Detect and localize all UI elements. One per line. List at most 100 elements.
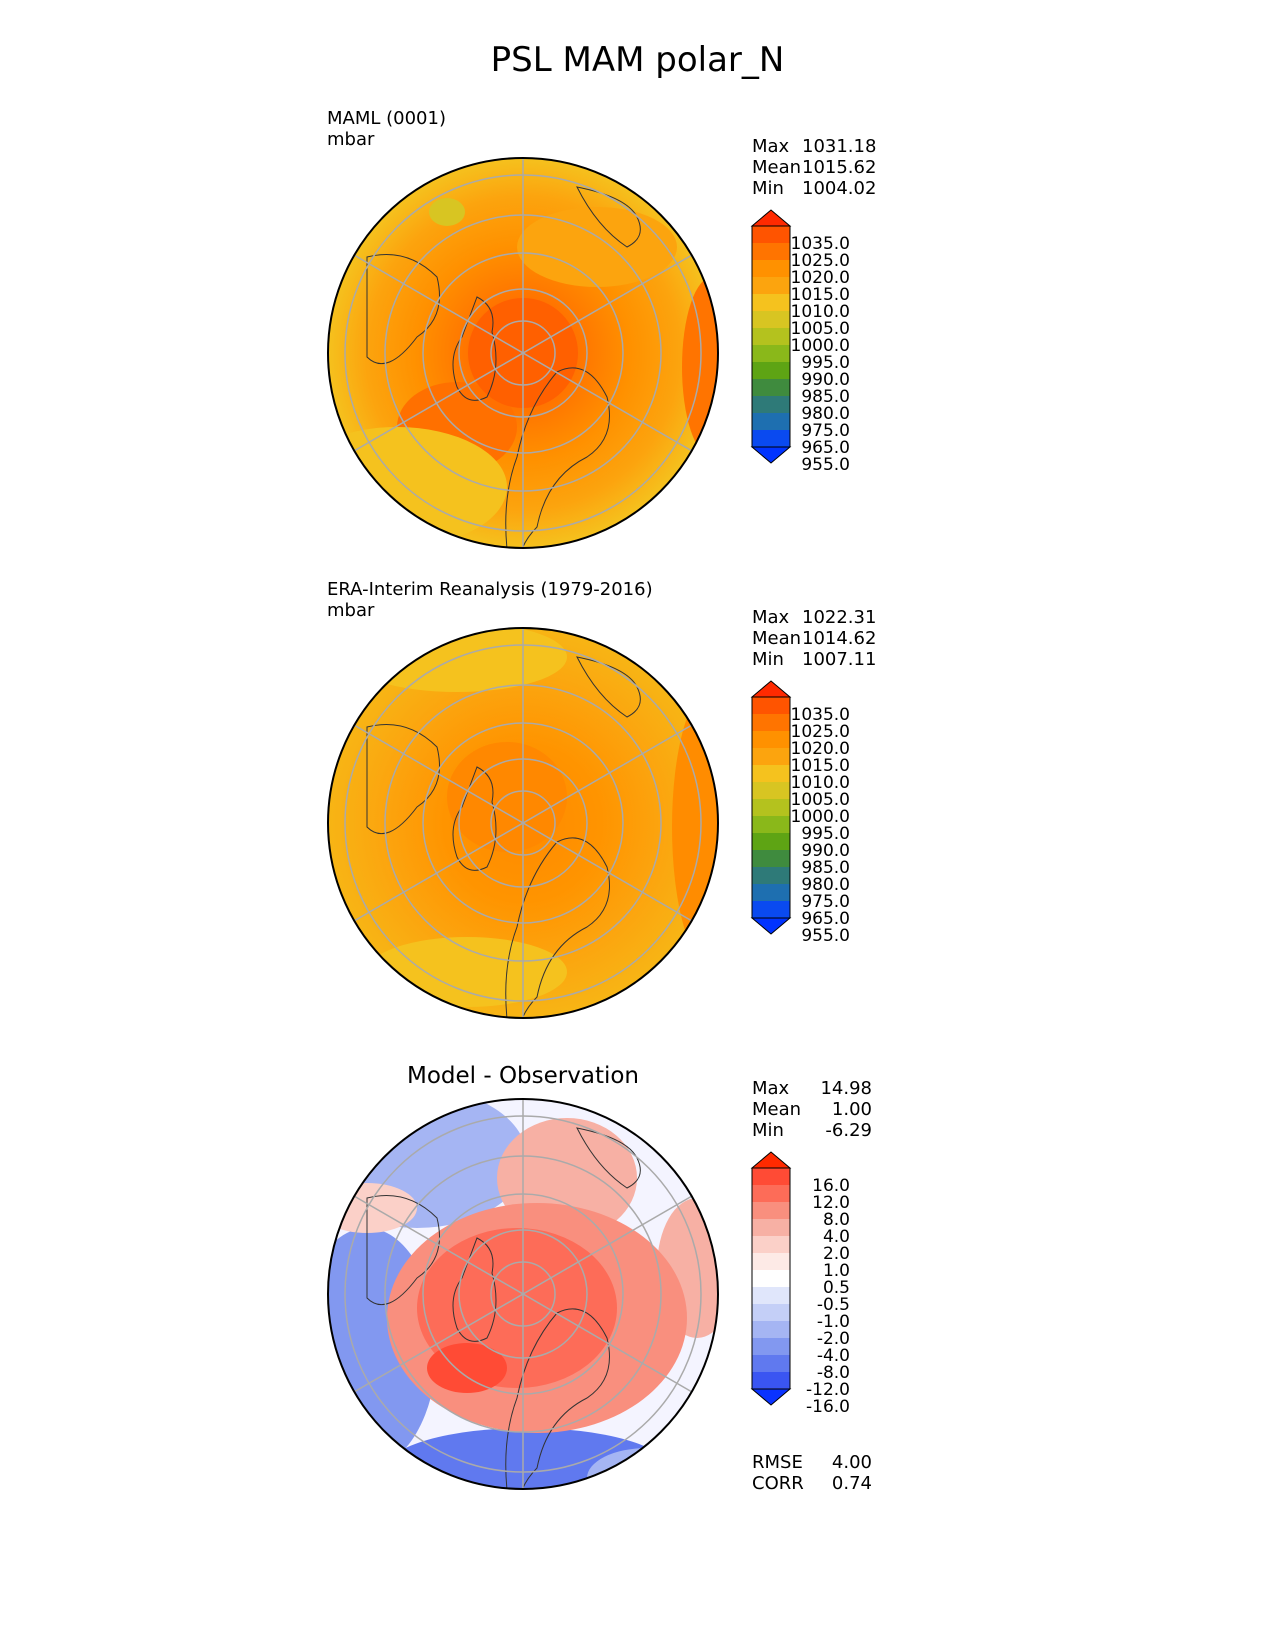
colorbar-bin	[752, 1372, 790, 1389]
colorbar-tick-label: 1035.0	[791, 705, 850, 725]
colorbar-tick-label: 955.0	[801, 455, 850, 475]
colorbar-tick-label: 1000.0	[791, 336, 850, 356]
colorbar-bin	[752, 345, 790, 362]
obs-panel-label: ERA-Interim Reanalysis (1979-2016) mbar	[327, 579, 653, 621]
obs-polar-map	[327, 627, 719, 1019]
diff-metrics: RMSE 4.00 CORR 0.74	[752, 1452, 872, 1494]
colorbar-bin	[752, 782, 790, 799]
colorbar-bin	[752, 277, 790, 294]
diff-map-border	[327, 1098, 719, 1490]
colorbar-tick-label: 975.0	[801, 421, 850, 441]
colorbar-bin	[752, 1219, 790, 1236]
colorbar-bin	[752, 1202, 790, 1219]
colorbar-bin	[752, 430, 790, 447]
colorbar-bin	[752, 1287, 790, 1304]
colorbar-tick-label: 4.0	[823, 1227, 850, 1247]
colorbar-bin	[752, 765, 790, 782]
colorbar-bin	[752, 833, 790, 850]
diff-graticule	[344, 1099, 702, 1489]
colorbar-bottom-extension	[750, 446, 792, 464]
model-units-label: mbar	[327, 129, 375, 150]
colorbar-tick-label: 1025.0	[791, 251, 850, 271]
colorbar-outline	[751, 696, 791, 919]
colorbar-bin	[752, 850, 790, 867]
model-low-band-region	[328, 427, 507, 547]
colorbar-top-extension	[750, 680, 792, 698]
colorbar-bin	[752, 1236, 790, 1253]
colorbar-tick-label: -1.0	[817, 1312, 850, 1332]
colorbar-tick-label: -8.0	[817, 1363, 850, 1383]
colorbar-tick-label: 8.0	[823, 1210, 850, 1230]
colorbar-bin	[752, 1321, 790, 1338]
obs-stat-max: Max 1022.31	[752, 607, 877, 628]
obs-colorbar: 1035.01025.01020.01015.01010.01005.01000…	[750, 680, 850, 946]
colorbar-tick-label: 955.0	[801, 926, 850, 946]
obs-stat-mean: Mean1014.62	[752, 628, 877, 649]
colorbar-tick-label: 985.0	[801, 858, 850, 878]
obs-map-border	[327, 627, 719, 1019]
colorbar-tick-label: 1035.0	[791, 234, 850, 254]
colorbar-tick-label: 1005.0	[791, 319, 850, 339]
diff-max-region	[427, 1343, 507, 1393]
colorbar-tick-label: 1010.0	[791, 302, 850, 322]
colorbar-tick-label: 1020.0	[791, 268, 850, 288]
diff-panel-title: Model - Observation	[406, 1063, 640, 1089]
colorbar-tick-label: -2.0	[817, 1329, 850, 1349]
colorbar-bin	[752, 362, 790, 379]
colorbar-bin	[752, 396, 790, 413]
colorbar-tick-label: 990.0	[801, 841, 850, 861]
colorbar-bin	[752, 311, 790, 328]
colorbar-tick-label: 995.0	[801, 353, 850, 373]
colorbar-tick-label: 980.0	[801, 404, 850, 424]
colorbar-tick-label: 1015.0	[791, 756, 850, 776]
colorbar-tick-label: 0.5	[823, 1278, 850, 1298]
colorbar-tick-label: 1020.0	[791, 739, 850, 759]
colorbar-bin	[752, 243, 790, 260]
colorbar-tick-label: 975.0	[801, 892, 850, 912]
colorbar-tick-label: 985.0	[801, 387, 850, 407]
diff-metric-corr: CORR 0.74	[752, 1473, 872, 1494]
colorbar-tick-label: 980.0	[801, 875, 850, 895]
diff-stat-mean: Mean 1.00	[752, 1099, 872, 1120]
obs-stats: Max 1022.31 Mean1014.62 Min 1007.11	[752, 607, 877, 670]
colorbar-outline	[751, 225, 791, 448]
colorbar-bin	[752, 748, 790, 765]
colorbar-bin	[752, 1304, 790, 1321]
colorbar-bin	[752, 714, 790, 731]
colorbar-bin	[752, 697, 790, 714]
colorbar-bin	[752, 1168, 790, 1185]
model-map-border	[327, 157, 719, 549]
colorbar-bin	[752, 884, 790, 901]
colorbar-bin	[752, 294, 790, 311]
model-panel-label: MAML (0001) mbar	[327, 108, 446, 150]
colorbar-outline	[751, 1167, 791, 1390]
diff-colorbar: 16.012.08.04.02.01.00.5-0.5-1.0-2.0-4.0-…	[750, 1151, 850, 1417]
diff-stat-min: Min -6.29	[752, 1120, 872, 1141]
colorbar-tick-label: 1025.0	[791, 722, 850, 742]
colorbar-bin	[752, 413, 790, 430]
colorbar-bin	[752, 379, 790, 396]
model-stat-mean: Mean1015.62	[752, 157, 877, 178]
page-title: PSL MAM polar_N	[490, 40, 785, 80]
colorbar-top-extension	[750, 1151, 792, 1169]
diff-stat-max: Max 14.98	[752, 1078, 872, 1099]
colorbar-bin	[752, 1185, 790, 1202]
colorbar-tick-label: 1005.0	[791, 790, 850, 810]
colorbar-bin	[752, 867, 790, 884]
diff-stats: Max 14.98 Mean 1.00 Min -6.29	[752, 1078, 872, 1141]
colorbar-tick-label: 995.0	[801, 824, 850, 844]
colorbar-tick-label: -12.0	[806, 1380, 850, 1400]
colorbar-bin	[752, 226, 790, 243]
colorbar-tick-label: 1010.0	[791, 773, 850, 793]
obs-stat-min: Min 1007.11	[752, 649, 877, 670]
diff-metric-rmse: RMSE 4.00	[752, 1452, 872, 1473]
colorbar-tick-label: 1000.0	[791, 807, 850, 827]
colorbar-bin	[752, 1253, 790, 1270]
colorbar-tick-label: 965.0	[801, 909, 850, 929]
colorbar-tick-label: 12.0	[812, 1193, 850, 1213]
diff-pacific-negative-region	[328, 1099, 527, 1228]
model-stat-max: Max 1031.18	[752, 136, 877, 157]
colorbar-tick-label: -16.0	[806, 1397, 850, 1417]
model-colorbar: 1035.01025.01020.01015.01010.01005.01000…	[750, 209, 850, 475]
colorbar-top-extension	[750, 209, 792, 227]
